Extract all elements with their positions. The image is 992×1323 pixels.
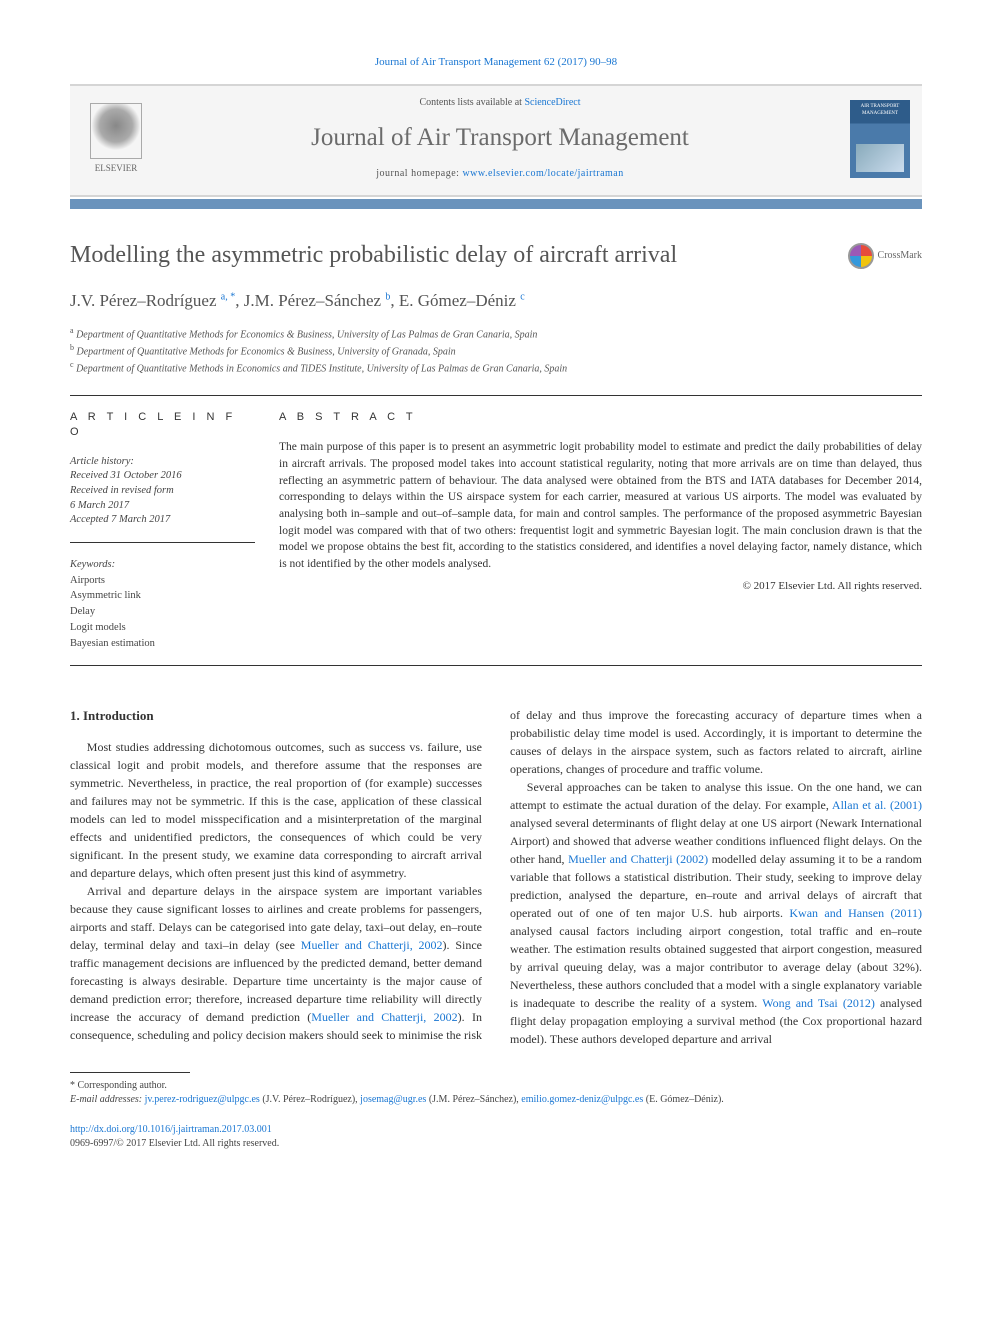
crossmark-label: CrossMark <box>878 249 922 263</box>
affiliation-b: Department of Quantitative Methods for E… <box>77 346 456 357</box>
footnotes: * Corresponding author. E-mail addresses… <box>70 1079 922 1107</box>
citation-link[interactable]: Mueller and Chatterji, 2002 <box>311 1010 457 1024</box>
keyword: Airports <box>70 573 255 589</box>
keyword: Logit models <box>70 620 255 636</box>
footnote-separator <box>70 1072 190 1073</box>
section-heading: 1. Introduction <box>70 706 482 726</box>
abstract-copyright: © 2017 Elsevier Ltd. All rights reserved… <box>279 579 922 594</box>
author-email-link[interactable]: josemag@ugr.es <box>360 1094 426 1105</box>
doi-link[interactable]: http://dx.doi.org/10.1016/j.jairtraman.2… <box>70 1124 272 1135</box>
crossmark-badge[interactable]: CrossMark <box>848 243 922 269</box>
contents-available: Contents lists available at ScienceDirec… <box>164 96 836 110</box>
sciencedirect-link[interactable]: ScienceDirect <box>524 97 580 108</box>
keywords-block: Keywords: Airports Asymmetric link Delay… <box>70 557 255 652</box>
author-email-link[interactable]: jv.perez-rodriguez@ulpgc.es <box>145 1094 260 1105</box>
issn-copyright: 0969-6997/© 2017 Elsevier Ltd. All right… <box>70 1137 922 1151</box>
citation-link[interactable]: Journal of Air Transport Management 62 (… <box>375 56 617 68</box>
affiliations: a Department of Quantitative Methods for… <box>70 325 922 377</box>
citation-link[interactable]: Kwan and Hansen (2011) <box>789 906 922 920</box>
abstract-column: A B S T R A C T The main purpose of this… <box>279 395 922 652</box>
authors-list: J.V. Pérez–Rodríguez a, *, J.M. Pérez–Sá… <box>70 289 922 313</box>
citation-link[interactable]: Mueller and Chatterji, 2002 <box>301 938 443 952</box>
article-info-label: A R T I C L E I N F O <box>70 410 255 441</box>
affiliation-a: Department of Quantitative Methods for E… <box>76 329 537 340</box>
journal-citation: Journal of Air Transport Management 62 (… <box>70 55 922 70</box>
paper-title: Modelling the asymmetric probabilistic d… <box>70 239 922 273</box>
journal-homepage: journal homepage: www.elsevier.com/locat… <box>164 167 836 181</box>
crossmark-icon <box>848 243 874 269</box>
affiliation-c: Department of Quantitative Methods in Ec… <box>76 364 567 375</box>
article-history: Article history: Received 31 October 201… <box>70 455 255 543</box>
email-addresses: E-mail addresses: jv.perez-rodriguez@ulp… <box>70 1093 922 1107</box>
corresponding-author-note: * Corresponding author. <box>70 1079 922 1093</box>
accent-bar <box>70 199 922 209</box>
publisher-name: ELSEVIER <box>95 162 138 175</box>
homepage-link[interactable]: www.elsevier.com/locate/jairtraman <box>462 168 623 179</box>
paragraph: Several approaches can be taken to analy… <box>510 778 922 1048</box>
journal-header: ELSEVIER Contents lists available at Sci… <box>70 84 922 197</box>
citation-link[interactable]: Allan et al. (2001) <box>832 798 922 812</box>
elsevier-tree-icon <box>90 103 142 159</box>
keyword: Bayesian estimation <box>70 636 255 652</box>
author-email-link[interactable]: emilio.gomez-deniz@ulpgc.es <box>521 1094 643 1105</box>
citation-link[interactable]: Wong and Tsai (2012) <box>762 996 875 1010</box>
citation-link[interactable]: Mueller and Chatterji (2002) <box>568 852 708 866</box>
journal-cover-thumbnail[interactable]: AIR TRANSPORT MANAGEMENT <box>850 100 910 178</box>
article-info-column: A R T I C L E I N F O Article history: R… <box>70 395 255 652</box>
journal-title: Journal of Air Transport Management <box>164 120 836 155</box>
keyword: Asymmetric link <box>70 588 255 604</box>
body-text: 1. Introduction Most studies addressing … <box>70 706 922 1048</box>
elsevier-logo[interactable]: ELSEVIER <box>82 103 150 175</box>
abstract-text: The main purpose of this paper is to pre… <box>279 439 922 572</box>
doi-block: http://dx.doi.org/10.1016/j.jairtraman.2… <box>70 1123 922 1151</box>
keyword: Delay <box>70 604 255 620</box>
paragraph: Most studies addressing dichotomous outc… <box>70 738 482 882</box>
abstract-label: A B S T R A C T <box>279 410 922 425</box>
